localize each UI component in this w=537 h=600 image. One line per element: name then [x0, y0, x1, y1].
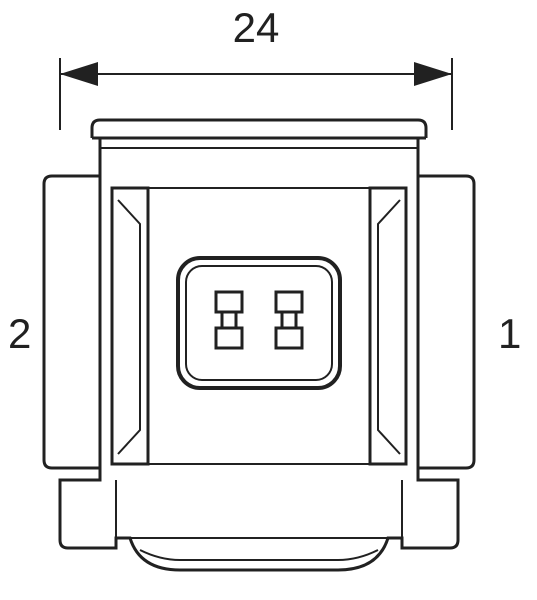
- pin-2-terminal: [216, 292, 242, 348]
- dimension-line: 24: [60, 4, 452, 130]
- connector-body: [44, 120, 474, 570]
- pin-1-terminal: [276, 292, 302, 348]
- connector-diagram: 24 2 1: [0, 0, 537, 600]
- pin-1-label: 1: [498, 310, 521, 357]
- pin-2-label: 2: [8, 310, 31, 357]
- dimension-value: 24: [233, 4, 280, 51]
